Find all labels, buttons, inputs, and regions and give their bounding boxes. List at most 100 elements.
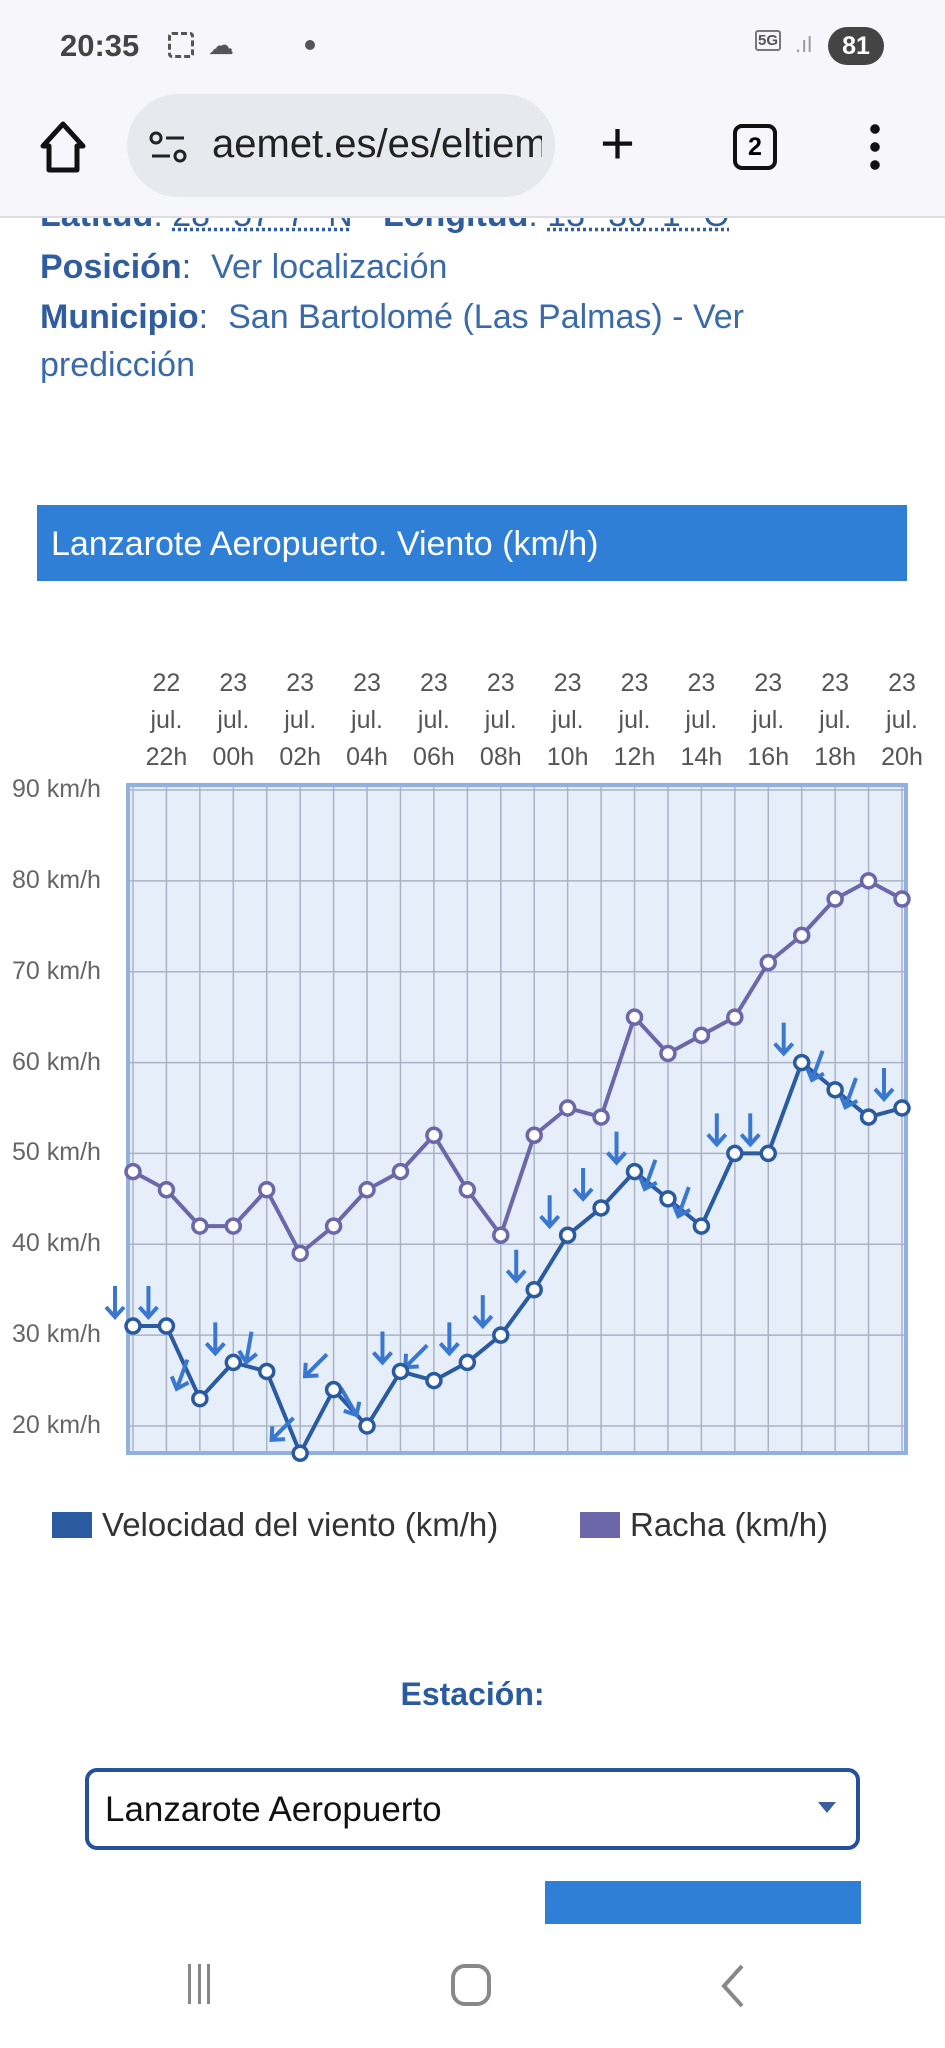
x-tick-label-line: 22	[152, 669, 181, 697]
new-tab-icon[interactable]: +	[600, 110, 636, 177]
position-link[interactable]: Ver localización	[211, 248, 448, 286]
arrow-shape	[773, 1022, 795, 1057]
x-tick-label-line: 23	[754, 669, 783, 697]
tab-count-button[interactable]: 2	[733, 124, 777, 170]
municipality-link[interactable]: San Bartolomé (Las Palmas) - Ver	[228, 298, 744, 336]
x-tick-label: 23 jul. 12h	[605, 665, 665, 776]
address-bar[interactable]	[127, 94, 555, 197]
arrow-shape	[472, 1295, 494, 1330]
wind-direction-arrow-icon	[137, 1286, 159, 1321]
gust-point	[592, 1108, 610, 1126]
y-tick-label: 30 km/h	[12, 1320, 101, 1349]
wind-direction-arrow-icon	[169, 1359, 190, 1392]
x-tick-label-line: jul.	[618, 706, 651, 734]
x-tick-label: 23 jul. 06h	[404, 665, 464, 776]
gust-point	[324, 1217, 343, 1235]
legend-item-gust[interactable]: Racha (km/h)	[580, 1506, 828, 1544]
wind-direction-arrow-icon	[237, 1331, 258, 1366]
speed-point	[157, 1317, 176, 1335]
arrow-shape	[805, 1050, 825, 1083]
speed-point	[224, 1353, 243, 1372]
x-tick-label-line: 22h	[145, 743, 188, 771]
gust-point	[692, 1026, 711, 1045]
x-tick-label-line: 18h	[814, 743, 856, 771]
speed-point	[358, 1417, 376, 1435]
url-text[interactable]: aemet.es/es/eltiem	[212, 122, 542, 166]
speed-point	[826, 1081, 844, 1099]
speed-point	[458, 1353, 477, 1372]
prediction-link[interactable]: predicción	[40, 346, 195, 384]
x-tick-label-line: 20h	[881, 743, 923, 771]
x-tick-label-line: jul.	[417, 706, 450, 734]
gust-point	[525, 1126, 543, 1145]
x-tick-label-line: 23	[219, 669, 248, 697]
dropdown-caret-icon	[818, 1802, 836, 1813]
gust-point	[291, 1244, 309, 1263]
back-icon[interactable]	[718, 1964, 748, 2008]
speed-point	[492, 1326, 510, 1344]
navigation-bar	[0, 1924, 945, 2048]
speed-point	[792, 1053, 811, 1072]
x-tick-label-line: jul.	[886, 706, 918, 734]
legend-swatch	[52, 1512, 92, 1538]
speed-point	[291, 1444, 309, 1463]
y-tick-label: 90 km/h	[12, 775, 101, 803]
x-tick-label-line: 12h	[613, 743, 656, 771]
y-tick-label: 20 km/h	[12, 1411, 101, 1439]
arrow-shape	[339, 1387, 362, 1418]
home-icon[interactable]	[38, 120, 88, 174]
y-tick-label: 60 km/h	[12, 1047, 101, 1076]
gust-point	[492, 1226, 510, 1244]
x-tick-label-line: 23	[620, 669, 649, 697]
longitude-value: 13° 36' 1'' O	[547, 218, 729, 234]
y-tick-label: 80 km/h	[12, 865, 101, 894]
recent-apps-icon[interactable]	[188, 1964, 210, 2004]
x-tick-label-line: 23	[821, 669, 850, 697]
gust-point	[625, 1008, 644, 1026]
legend-swatch	[580, 1512, 620, 1538]
legend-label: Velocidad del viento (km/h)	[102, 1506, 499, 1543]
x-tick-label-line: 14h	[680, 743, 723, 771]
wind-direction-arrow-icon	[302, 1352, 329, 1379]
coordinates-line: Latitud: 28° 57' 7'' N - Longitud: 13° 3…	[40, 218, 750, 236]
arrow-shape	[104, 1286, 126, 1321]
wind-direction-arrow-icon	[706, 1113, 728, 1148]
site-settings-icon[interactable]	[148, 130, 190, 166]
signal-icon: .ıl	[795, 32, 813, 57]
arrow-shape	[838, 1077, 859, 1110]
wind-direction-arrow-icon	[472, 1295, 494, 1330]
x-tick-label-line: jul.	[752, 706, 785, 734]
speed-point	[391, 1362, 410, 1381]
station-select[interactable]: Lanzarote Aeropuerto	[85, 1768, 860, 1850]
y-tick-label: 50 km/h	[12, 1138, 101, 1167]
x-tick-label-line: jul.	[484, 706, 517, 734]
gust-point	[257, 1181, 276, 1199]
speed-point	[425, 1371, 443, 1390]
x-tick-label: 23 jul. 10h	[538, 665, 598, 776]
x-tick-label-line: jul.	[217, 706, 250, 734]
gust-point	[358, 1181, 376, 1199]
menu-icon[interactable]	[870, 120, 880, 174]
speed-point	[893, 1099, 911, 1117]
gust-point	[391, 1162, 410, 1181]
x-tick-label: 23 jul. 20h	[872, 665, 932, 776]
gust-point	[792, 926, 811, 945]
submit-button[interactable]	[545, 1881, 861, 1924]
x-tick-label-line: 23	[353, 669, 381, 697]
home-button-icon[interactable]	[451, 1964, 491, 2006]
x-tick-label-line: jul.	[819, 706, 852, 734]
plot-border	[126, 783, 908, 1455]
latitude-value: 28° 57' 7'' N	[172, 218, 353, 234]
x-tick-label-line: 00h	[212, 743, 255, 771]
speed-point	[257, 1362, 276, 1381]
legend-item-speed[interactable]: Velocidad del viento (km/h)	[52, 1506, 498, 1544]
arrow-shape	[371, 1331, 393, 1366]
speed-point	[859, 1108, 878, 1126]
speed-point	[558, 1226, 577, 1244]
wind-direction-arrow-icon	[438, 1322, 460, 1357]
x-tick-label: 23 jul. 18h	[805, 665, 865, 776]
gust-point	[124, 1162, 142, 1181]
wind-direction-arrow-icon	[104, 1286, 126, 1321]
x-tick-label-line: jul.	[685, 706, 718, 734]
x-tick-label-line: jul.	[150, 706, 183, 734]
